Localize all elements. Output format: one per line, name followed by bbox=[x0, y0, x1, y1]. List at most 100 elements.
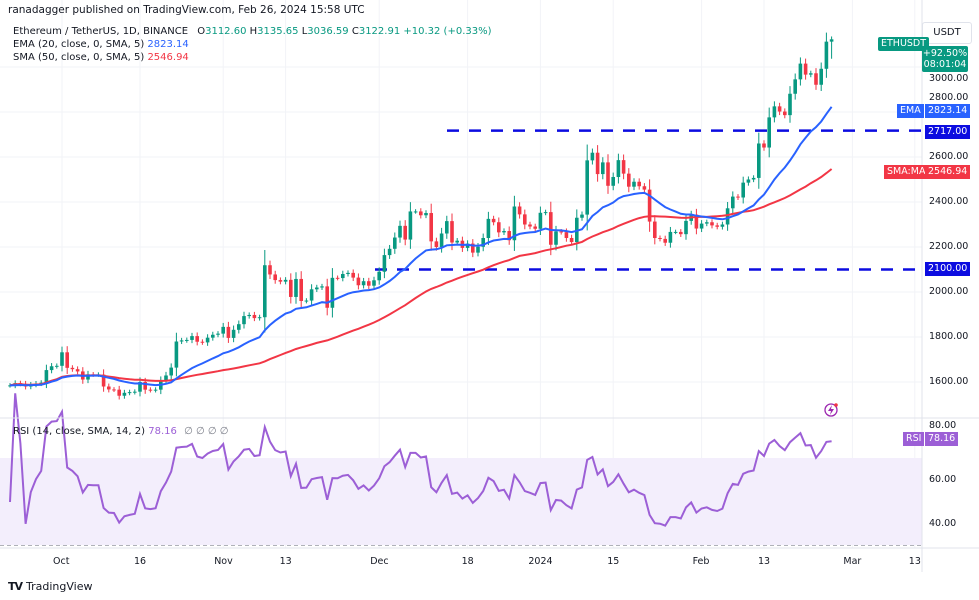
candle bbox=[647, 179, 652, 232]
candle bbox=[486, 211, 491, 246]
candle bbox=[814, 68, 818, 90]
candle-body bbox=[497, 222, 501, 233]
candle-body bbox=[44, 370, 49, 383]
candle-body bbox=[491, 218, 496, 223]
time-tick-label: 16 bbox=[134, 556, 147, 567]
sma-legend[interactable]: SMA (50, close, 0, SMA, 5) 2546.94 bbox=[13, 52, 189, 64]
candle bbox=[278, 277, 283, 285]
candle bbox=[179, 337, 184, 345]
candle bbox=[55, 363, 59, 369]
candle-body bbox=[736, 196, 740, 198]
rsi-legend-label: RSI (14, close, SMA, 14, 2) bbox=[13, 426, 146, 437]
price-tick-label: 3000.00 bbox=[929, 72, 969, 84]
candle bbox=[491, 215, 496, 226]
candle-body bbox=[809, 73, 813, 75]
candle bbox=[304, 298, 309, 304]
candle bbox=[580, 211, 584, 221]
candle-body bbox=[679, 231, 683, 235]
candle-body bbox=[611, 177, 615, 186]
candle-body bbox=[325, 286, 329, 308]
candle-body bbox=[788, 93, 792, 116]
candle-body bbox=[107, 386, 111, 390]
candle bbox=[341, 270, 345, 282]
candle bbox=[528, 221, 532, 230]
candle bbox=[216, 331, 220, 338]
candle bbox=[367, 277, 371, 290]
candle-body bbox=[49, 366, 54, 371]
candle bbox=[382, 248, 387, 279]
candle bbox=[169, 363, 173, 380]
sma-value-tag: 2546.94 bbox=[925, 165, 971, 179]
candle-body bbox=[190, 336, 194, 340]
candle-body bbox=[320, 286, 324, 288]
candle-body bbox=[434, 241, 439, 247]
close-value: 3122.91 bbox=[358, 26, 401, 37]
candle bbox=[824, 32, 829, 78]
rsi-legend[interactable]: RSI (14, close, SMA, 14, 2) 78.16 ∅ ∅ ∅ … bbox=[13, 426, 228, 438]
candle-body bbox=[580, 214, 584, 218]
candle-body bbox=[356, 277, 361, 286]
candle bbox=[595, 145, 600, 182]
candle bbox=[252, 311, 257, 322]
candle-body bbox=[710, 222, 714, 226]
candle bbox=[637, 178, 641, 190]
tradingview-logo[interactable]: TV TradingView bbox=[8, 580, 93, 593]
candle-body bbox=[767, 117, 771, 148]
sma-tag: SMA:MA bbox=[884, 165, 929, 179]
sma-legend-label: SMA (50, close, 0, SMA, 5) bbox=[13, 52, 145, 63]
candle bbox=[372, 276, 376, 290]
candle bbox=[621, 154, 626, 180]
candle bbox=[658, 235, 662, 242]
candle bbox=[549, 201, 553, 256]
candle-body bbox=[413, 211, 418, 213]
candle-body bbox=[335, 277, 340, 279]
candle bbox=[632, 178, 636, 191]
candle-body bbox=[346, 272, 350, 274]
rsi-line bbox=[9, 393, 832, 527]
ema-legend[interactable]: EMA (20, close, 0, SMA, 5) 2823.14 bbox=[13, 39, 189, 51]
candle-body bbox=[554, 231, 558, 245]
candle bbox=[788, 86, 792, 123]
candle-body bbox=[174, 341, 179, 368]
ema-20-line bbox=[9, 106, 833, 387]
candle bbox=[257, 314, 262, 321]
symbol-tag: ETHUSDT bbox=[878, 37, 930, 51]
candle bbox=[606, 154, 610, 194]
candle bbox=[231, 325, 236, 343]
candle bbox=[533, 223, 537, 232]
candle-body bbox=[39, 382, 43, 384]
candle-body bbox=[783, 111, 787, 116]
candle-body bbox=[117, 389, 121, 396]
candle-body bbox=[616, 160, 621, 178]
candle-body bbox=[663, 238, 667, 243]
ema-legend-label: EMA (20, close, 0, SMA, 5) bbox=[13, 39, 145, 50]
candle-body bbox=[751, 177, 756, 180]
candle-body bbox=[164, 375, 168, 381]
candle-body bbox=[315, 287, 319, 290]
candle-body bbox=[814, 73, 818, 85]
candle-body bbox=[829, 39, 834, 42]
lightning-icon[interactable] bbox=[824, 403, 838, 417]
currency-button[interactable]: USDT bbox=[922, 22, 972, 44]
rsi-tick-label: 60.00 bbox=[929, 474, 957, 486]
candle-body bbox=[8, 385, 12, 387]
symbol-legend[interactable]: Ethereum / TetherUS, 1D, BINANCE O3112.6… bbox=[13, 26, 492, 38]
candle-body bbox=[481, 237, 485, 247]
candle bbox=[127, 389, 132, 396]
candle-body bbox=[793, 79, 797, 94]
change-pct: +92.50% bbox=[922, 48, 968, 59]
candle-body bbox=[263, 265, 267, 318]
candle-body bbox=[803, 63, 808, 75]
candle bbox=[133, 389, 137, 395]
high-value: 3135.65 bbox=[257, 26, 299, 37]
candle-body bbox=[387, 248, 392, 256]
candle-body bbox=[247, 314, 251, 317]
candle bbox=[601, 157, 605, 180]
candle-body bbox=[179, 340, 184, 342]
candle-body bbox=[627, 173, 631, 187]
candle bbox=[736, 194, 740, 200]
candle bbox=[829, 36, 834, 59]
candle-body bbox=[559, 231, 563, 233]
candle bbox=[819, 62, 823, 91]
